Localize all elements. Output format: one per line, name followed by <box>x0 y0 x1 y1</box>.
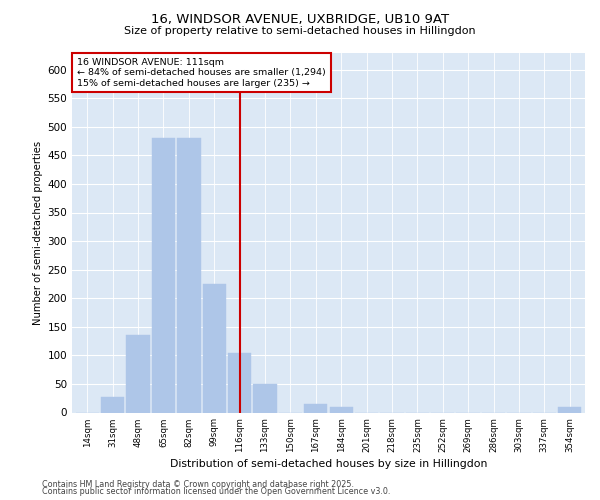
Y-axis label: Number of semi-detached properties: Number of semi-detached properties <box>33 140 43 324</box>
Bar <box>177 138 200 412</box>
Text: Size of property relative to semi-detached houses in Hillingdon: Size of property relative to semi-detach… <box>124 26 476 36</box>
Bar <box>329 407 353 412</box>
Bar <box>228 352 251 412</box>
X-axis label: Distribution of semi-detached houses by size in Hillingdon: Distribution of semi-detached houses by … <box>170 459 487 469</box>
Bar <box>101 397 124 412</box>
Text: 16 WINDSOR AVENUE: 111sqm
← 84% of semi-detached houses are smaller (1,294)
15% : 16 WINDSOR AVENUE: 111sqm ← 84% of semi-… <box>77 58 326 88</box>
Bar <box>203 284 226 412</box>
Text: 16, WINDSOR AVENUE, UXBRIDGE, UB10 9AT: 16, WINDSOR AVENUE, UXBRIDGE, UB10 9AT <box>151 12 449 26</box>
Bar <box>558 407 581 412</box>
Bar <box>253 384 277 412</box>
Bar <box>304 404 328 412</box>
Bar <box>152 138 175 412</box>
Text: Contains HM Land Registry data © Crown copyright and database right 2025.: Contains HM Land Registry data © Crown c… <box>42 480 354 489</box>
Text: Contains public sector information licensed under the Open Government Licence v3: Contains public sector information licen… <box>42 487 391 496</box>
Bar <box>127 336 150 412</box>
